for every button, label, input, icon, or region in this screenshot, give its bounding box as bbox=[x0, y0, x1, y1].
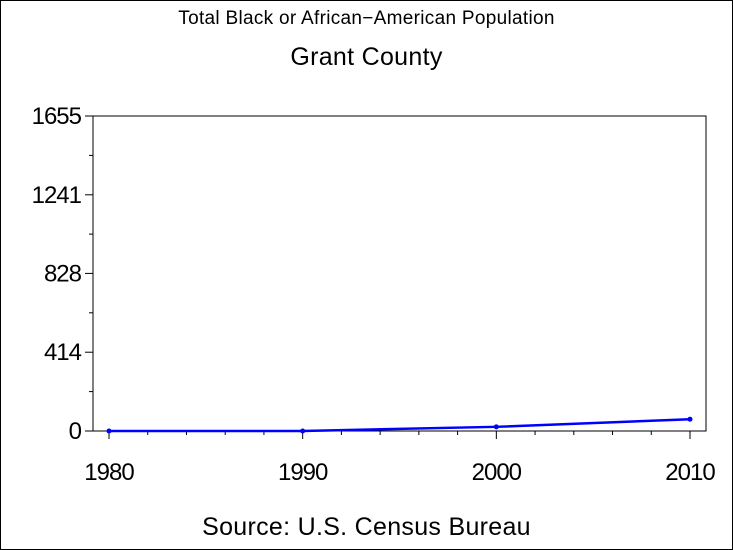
data-point bbox=[106, 428, 112, 434]
y-tick-label: 1241 bbox=[32, 182, 82, 209]
x-axis: 1980 1990 2000 2010 bbox=[84, 431, 716, 486]
series-line bbox=[109, 417, 691, 433]
x-tick-label: 1980 bbox=[84, 459, 134, 486]
y-tick-label: 414 bbox=[44, 339, 82, 366]
plot-border bbox=[92, 115, 707, 432]
data-point bbox=[300, 428, 306, 434]
y-tick-label: 1655 bbox=[32, 103, 82, 130]
y-axis: 0 414 828 1241 1655 bbox=[32, 103, 93, 445]
chart-subtitle: Grant County bbox=[290, 43, 443, 71]
series-group bbox=[106, 416, 693, 434]
x-tick-label: 2010 bbox=[665, 459, 715, 486]
source-note: Source: U.S. Census Bureau bbox=[202, 513, 531, 541]
data-point bbox=[493, 424, 499, 430]
data-point bbox=[687, 416, 693, 422]
x-tick-label: 2000 bbox=[472, 459, 522, 486]
chart-title: Total Black or African−American Populati… bbox=[178, 8, 555, 29]
x-tick-label: 1990 bbox=[278, 459, 328, 486]
y-tick-label: 828 bbox=[44, 260, 82, 287]
y-tick-label: 0 bbox=[69, 418, 82, 445]
